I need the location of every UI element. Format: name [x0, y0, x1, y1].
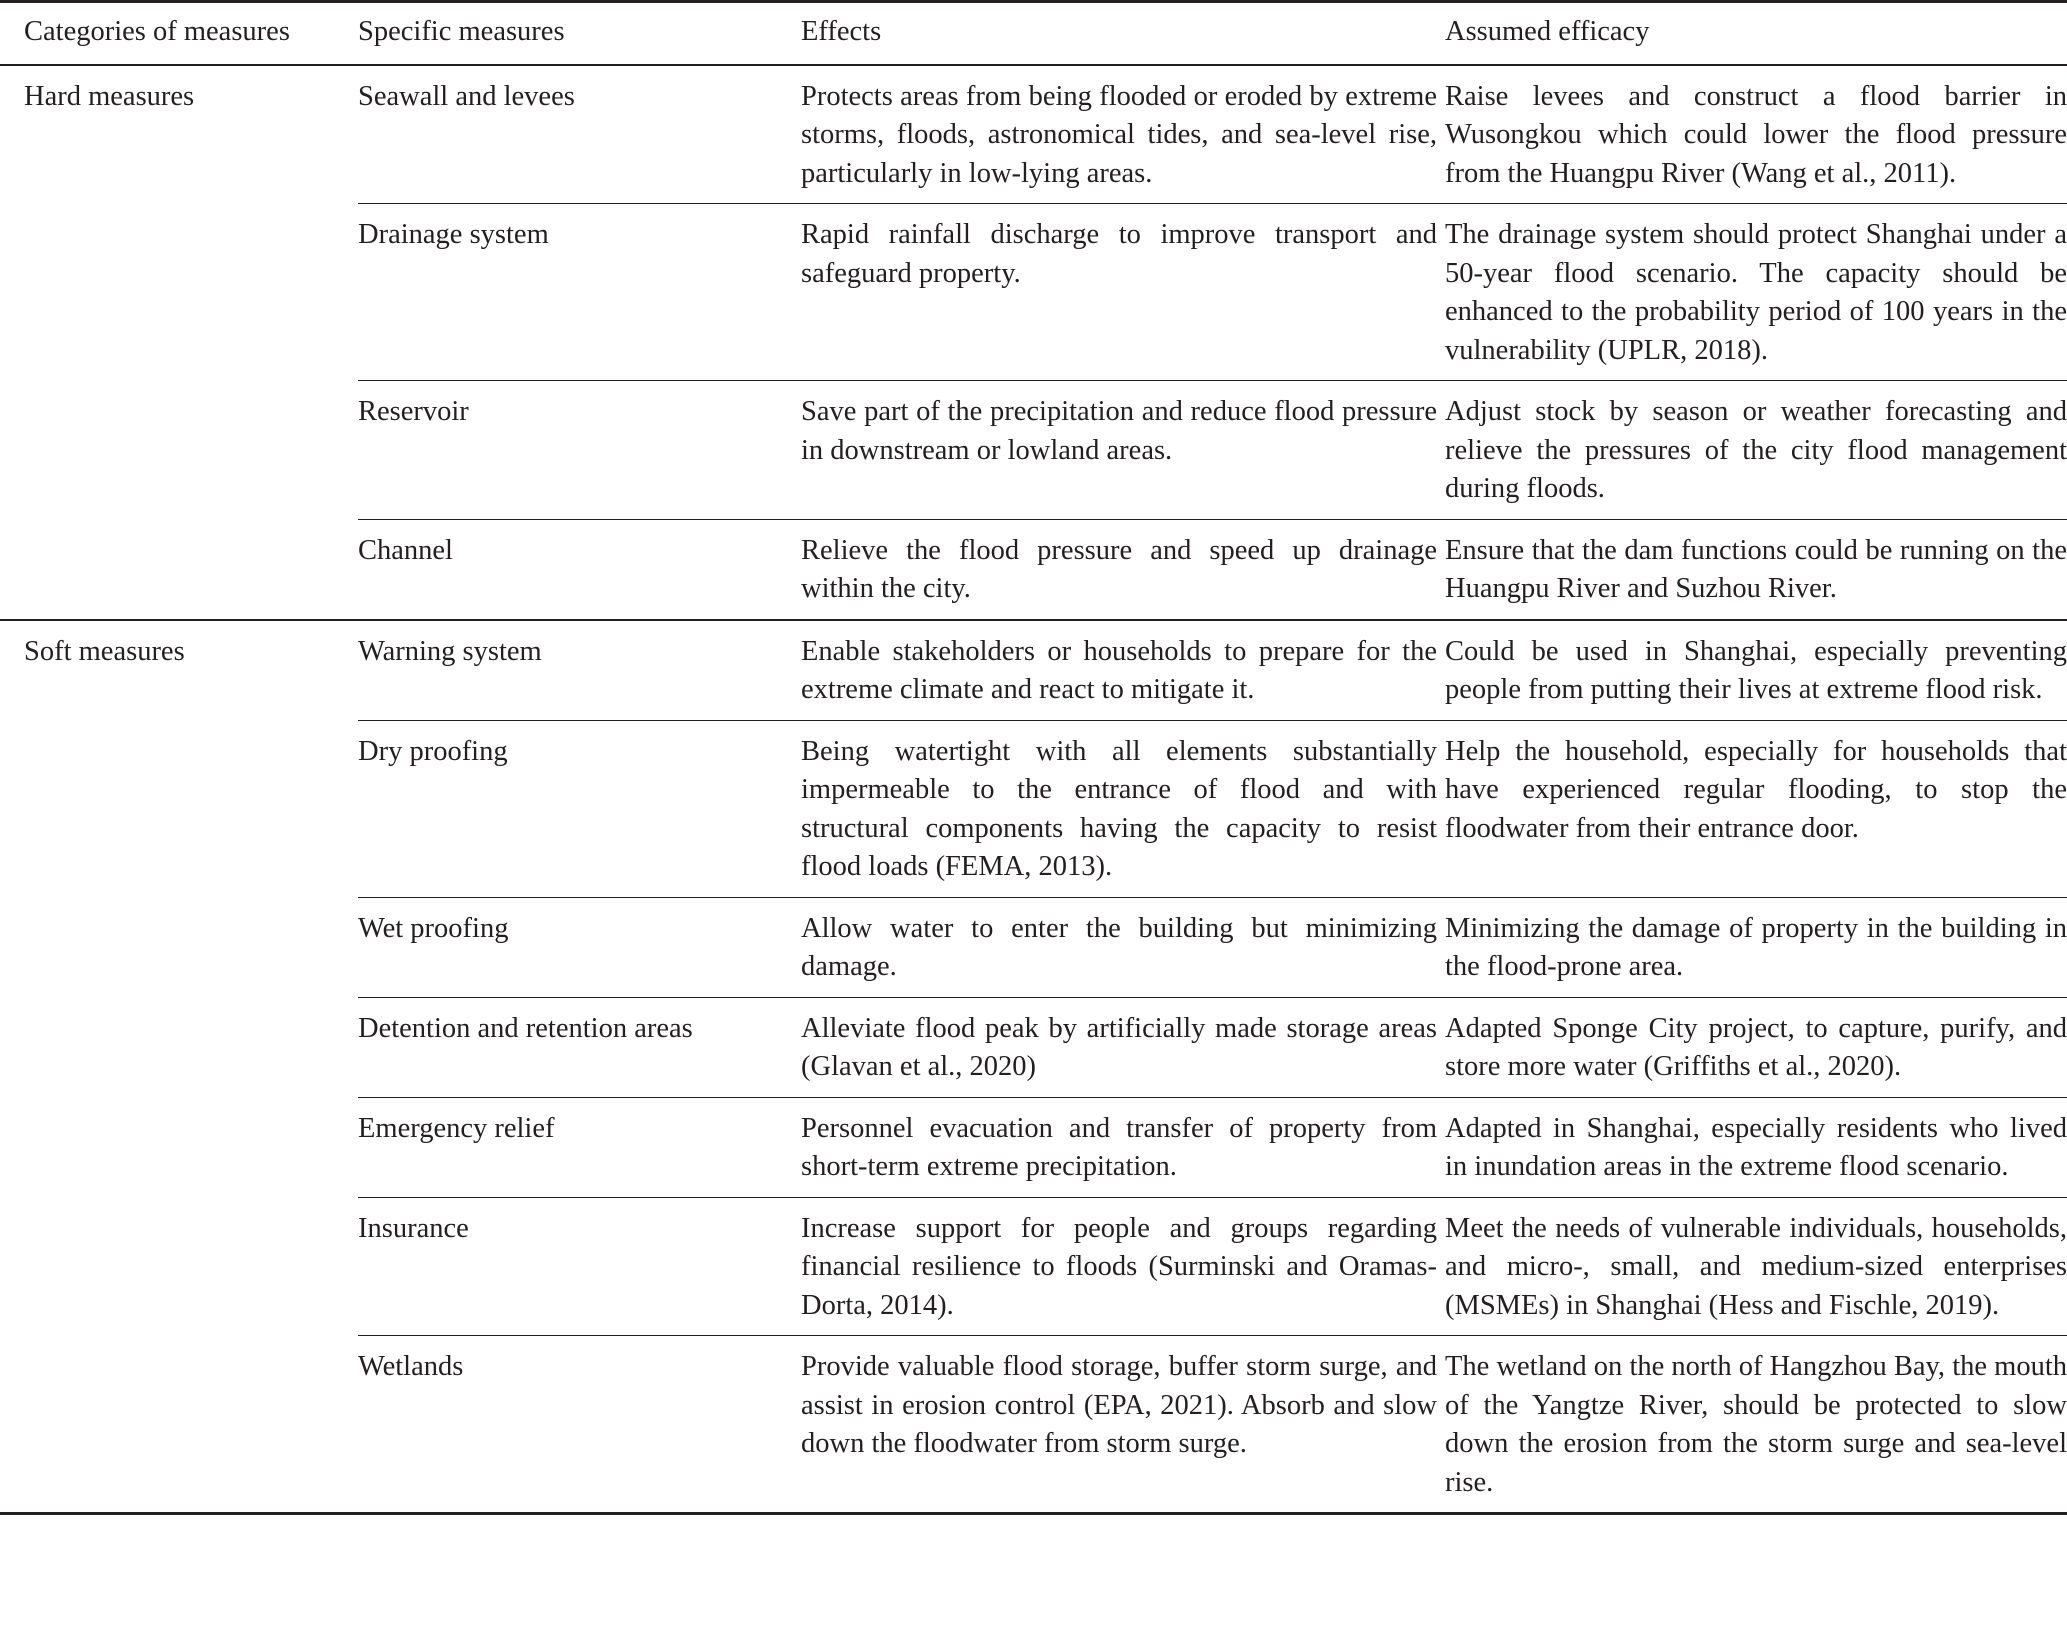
table-row: Soft measures Warning system Enable stakeh…: [0, 618, 2067, 720]
table-row: Drainage system Rapid rainfall discharge …: [0, 203, 2067, 381]
effects-cell: Alleviate flood peak by artificially mad…: [801, 996, 1445, 1097]
measure-cell: Reservoir: [358, 380, 801, 519]
measure-cell: Channel: [358, 518, 801, 620]
efficacy-cell: Adapted in Shanghai, especially resident…: [1445, 1096, 2067, 1197]
effects-cell: Save part of the precipitation and reduc…: [801, 380, 1445, 519]
measure-cell: Emergency relief: [358, 1096, 801, 1197]
measure-cell: Warning system: [358, 618, 801, 720]
effects-cell: Increase support for people and groups r…: [801, 1196, 1445, 1336]
category-cell: [0, 381, 358, 520]
category-cell: [0, 204, 358, 381]
category-cell: [0, 897, 358, 997]
table-row: Emergency relief Personnel evacuation and…: [0, 1096, 2067, 1197]
effects-cell: Allow water to enter the building but mi…: [801, 896, 1445, 997]
category-cell: [0, 1197, 358, 1336]
effects-cell: Enable stakeholders or households to pre…: [801, 618, 1445, 720]
category-cell: Soft measures: [0, 618, 358, 720]
header-effects: Effects: [801, 16, 882, 47]
efficacy-cell: Adjust stock by season or weather foreca…: [1445, 380, 2067, 519]
table-row: Wetlands Provide valuable flood storage, …: [0, 1335, 2067, 1515]
measure-cell: Dry proofing: [358, 719, 801, 897]
effects-cell: Rapid rainfall discharge to improve tran…: [801, 203, 1445, 381]
efficacy-cell: Raise levees and construct a flood barri…: [1445, 80, 2067, 189]
effects-cell: Protects areas from being flooded or ero…: [801, 80, 1437, 189]
table-header: Categories of measures Specific measures…: [0, 1, 2067, 65]
efficacy-cell: The drainage system should protect Shang…: [1445, 203, 2067, 381]
category-cell: Hard measures: [24, 80, 195, 112]
measure-cell: Drainage system: [358, 203, 801, 381]
effects-cell: Provide valuable flood storage, buffer s…: [801, 1335, 1445, 1515]
table-row: Reservoir Save part of the precipitation …: [0, 380, 2067, 520]
measure-cell: Insurance: [358, 1196, 801, 1336]
table-row: Detention and retention areas Alleviate f…: [0, 996, 2067, 1097]
efficacy-cell: Help the household, especially for house…: [1445, 719, 2067, 897]
measure-cell: Wetlands: [358, 1335, 801, 1515]
table-row: Wet proofing Allow water to enter the bui…: [0, 896, 2067, 997]
header-efficacy: Assumed efficacy: [1445, 16, 1650, 47]
effects-cell: Relieve the flood pressure and speed up …: [801, 518, 1445, 620]
header-specific: Specific measures: [358, 16, 565, 47]
category-cell: [0, 1097, 358, 1197]
table-body: Hard measures Seawall and levees Protects …: [0, 65, 2067, 1515]
measure-cell: Wet proofing: [358, 896, 801, 997]
efficacy-cell: Minimizing the damage of property in the…: [1445, 896, 2067, 997]
efficacy-cell: Adapted Sponge City project, to capture,…: [1445, 996, 2067, 1097]
efficacy-cell: Ensure that the dam functions could be r…: [1445, 518, 2067, 620]
table-row: Hard measures Seawall and levees Protects …: [0, 65, 2067, 204]
measure-cell: Detention and retention areas: [358, 996, 801, 1097]
category-cell: [0, 720, 358, 897]
header-category: Categories of measures: [24, 16, 290, 47]
measures-table: Categories of measures Specific measures…: [0, 1, 2067, 1515]
table-row: Channel Relieve the flood pressure and sp…: [0, 518, 2067, 620]
efficacy-cell: Could be used in Shanghai, especially pr…: [1445, 618, 2067, 720]
category-cell: [0, 519, 358, 620]
efficacy-cell: Meet the needs of vulnerable individuals…: [1445, 1196, 2067, 1336]
effects-cell: Personnel evacuation and transfer of pro…: [801, 1096, 1445, 1197]
efficacy-cell: The wetland on the north of Hangzhou Bay…: [1445, 1335, 2067, 1515]
category-cell: [0, 1335, 358, 1515]
table-row: Dry proofing Being watertight with all el…: [0, 719, 2067, 897]
effects-cell: Being watertight with all elements subst…: [801, 719, 1445, 897]
table-row: Insurance Increase support for people and…: [0, 1196, 2067, 1336]
measure-cell: Seawall and levees: [358, 80, 575, 112]
category-cell: [0, 997, 358, 1097]
